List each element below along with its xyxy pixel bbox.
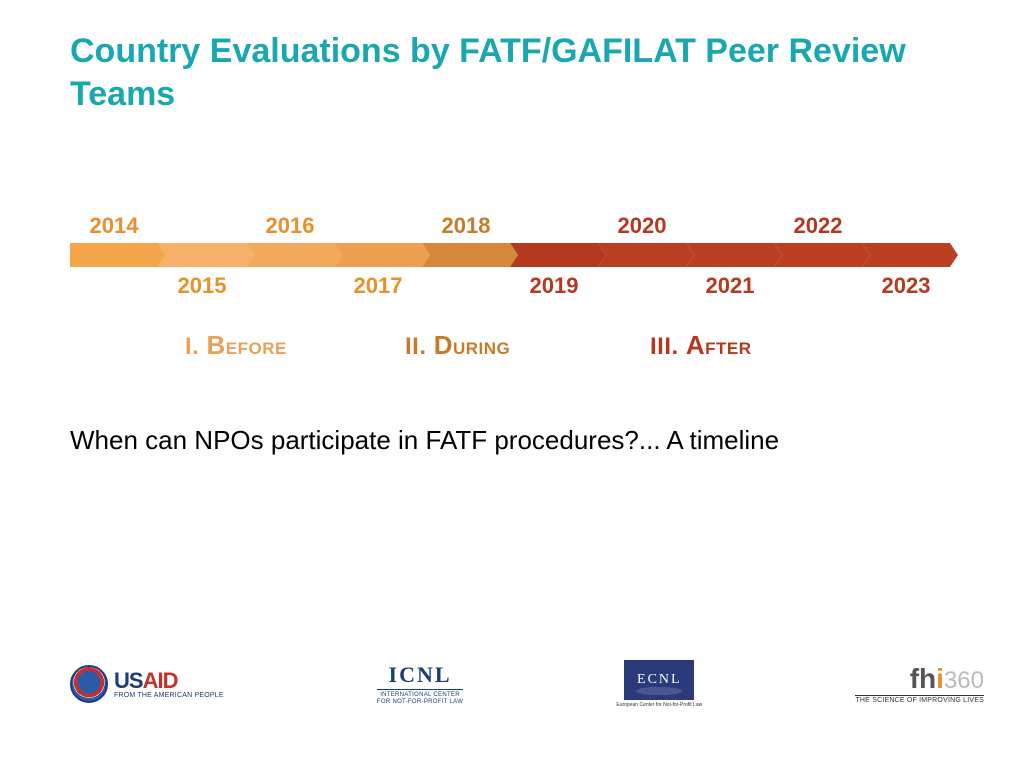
icnl-main: ICNL <box>389 663 452 687</box>
timeline-phase: I. Before <box>185 330 287 361</box>
usaid-tagline: FROM THE AMERICAN PEOPLE <box>114 692 224 699</box>
timeline-year: 2017 <box>354 273 403 299</box>
fhi-f: f <box>910 663 919 694</box>
timeline-chevron <box>158 243 254 267</box>
timeline-year: 2015 <box>178 273 227 299</box>
timeline-chevron <box>774 243 870 267</box>
timeline: 2014 2016 2018 2020 2022 2015 2017 2019 2021 202… <box>70 215 954 385</box>
usaid-us: US <box>114 668 143 693</box>
timeline-phase: III. After <box>650 330 752 361</box>
timeline-year: 2019 <box>530 273 579 299</box>
timeline-chevron <box>510 243 606 267</box>
timeline-chevron <box>686 243 782 267</box>
ecnl-tag: European Center for Not-for-Profit Law <box>616 702 702 708</box>
subtitle: When can NPOs participate in FATF proced… <box>70 425 954 456</box>
timeline-chevron <box>422 243 518 267</box>
timeline-chevron <box>598 243 694 267</box>
logo-row: USAID FROM THE AMERICAN PEOPLE ICNL INTE… <box>70 660 984 708</box>
timeline-year: 2021 <box>706 273 755 299</box>
usaid-logo: USAID FROM THE AMERICAN PEOPLE <box>70 665 224 703</box>
timeline-year: 2023 <box>882 273 931 299</box>
icnl-tag1: INTERNATIONAL CENTER <box>380 692 460 699</box>
timeline-year: 2022 <box>794 213 843 239</box>
usaid-seal-icon <box>70 665 108 703</box>
timeline-year: 2014 <box>90 213 139 239</box>
icnl-tag2: FOR NOT-FOR-PROFIT LAW <box>377 699 463 706</box>
fhi-i: i <box>936 663 944 694</box>
fhi-tagline: THE SCIENCE OF IMPROVING LIVES <box>855 697 984 704</box>
fhi-h: h <box>919 663 936 694</box>
page-title: Country Evaluations by FATF/GAFILAT Peer… <box>70 30 954 115</box>
timeline-chevron <box>70 243 166 267</box>
timeline-chevron <box>862 243 958 267</box>
icnl-logo: ICNL INTERNATIONAL CENTER FOR NOT-FOR-PR… <box>377 663 463 705</box>
timeline-chevron <box>334 243 430 267</box>
ecnl-logo: ECNL European Center for Not-for-Profit … <box>616 660 702 708</box>
timeline-year: 2016 <box>266 213 315 239</box>
ecnl-main: ECNL <box>624 660 694 700</box>
timeline-year: 2020 <box>618 213 667 239</box>
fhi-logo: fhi360 THE SCIENCE OF IMPROVING LIVES <box>855 665 984 704</box>
fhi-360: 360 <box>944 667 984 694</box>
timeline-phase: II. During <box>405 330 510 361</box>
usaid-aid: AID <box>143 668 178 693</box>
timeline-chevron <box>246 243 342 267</box>
timeline-arrows <box>70 243 950 267</box>
timeline-year: 2018 <box>442 213 491 239</box>
